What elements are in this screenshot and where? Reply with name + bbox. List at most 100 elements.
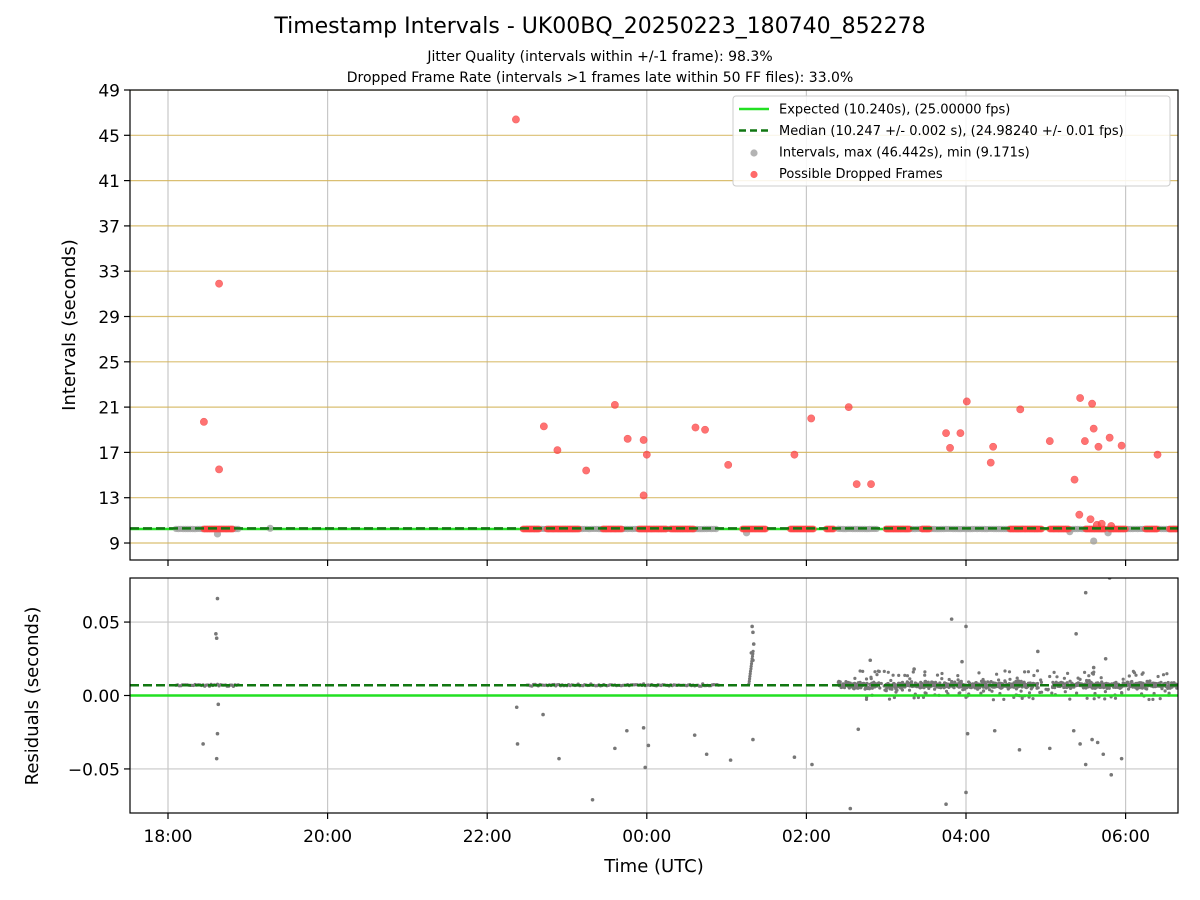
- residual-point: [1181, 678, 1184, 681]
- residual-point: [964, 790, 968, 795]
- residual-point: [625, 728, 629, 733]
- residual-point: [1193, 683, 1196, 686]
- top-ytick-label: 17: [98, 444, 120, 464]
- xtick-label: 20:00: [303, 827, 352, 847]
- dropped-frame-point: [1075, 510, 1084, 519]
- residual-point: [848, 806, 853, 811]
- residual-point: [992, 728, 997, 733]
- dropped-frame-point: [1088, 399, 1096, 408]
- dropped-frame-point: [610, 400, 619, 409]
- residual-point: [641, 726, 646, 730]
- residual-point: [897, 673, 901, 678]
- residual-point: [1187, 675, 1190, 678]
- legend-swatch-point: [750, 149, 758, 157]
- interval-point: [1090, 537, 1098, 545]
- dropped-frame-point: [1153, 450, 1162, 459]
- top-ylabel: Intervals (seconds): [59, 239, 80, 411]
- top-ytick-label: 25: [98, 353, 120, 373]
- dropped-frame-point: [946, 443, 954, 452]
- residual-point: [848, 681, 852, 685]
- xtick-label: 06:00: [1101, 827, 1150, 847]
- residual-point: [876, 669, 880, 673]
- residual-point: [933, 687, 937, 691]
- residual-point: [1066, 671, 1070, 676]
- residual-point: [1182, 684, 1185, 687]
- residual-point: [875, 673, 879, 677]
- residual-point: [1165, 672, 1169, 676]
- residuals-series: [174, 578, 1196, 811]
- dropped-frame-point: [852, 480, 861, 489]
- residual-point: [1192, 686, 1195, 689]
- residual-point: [838, 680, 842, 684]
- residual-point: [949, 617, 954, 621]
- top-axes-frame: [129, 89, 1179, 561]
- residual-point: [749, 664, 753, 668]
- residual-point: [1035, 669, 1040, 673]
- residual-point: [1166, 680, 1170, 685]
- residual-point: [1189, 686, 1192, 689]
- dropped-frame-point: [701, 425, 709, 434]
- residual-point: [1007, 670, 1012, 674]
- xtick-label: 22:00: [463, 827, 512, 847]
- dropped-frame-point: [639, 491, 648, 500]
- residual-point: [1046, 687, 1050, 691]
- residual-point: [1109, 773, 1114, 777]
- residual-point: [1039, 680, 1043, 685]
- residual-point: [643, 765, 648, 770]
- residual-point: [944, 802, 948, 806]
- legend-label: Intervals, max (46.442s), min (9.171s): [779, 146, 1030, 161]
- residual-point: [910, 680, 914, 684]
- residual-point: [900, 688, 905, 692]
- residual-point: [856, 727, 861, 732]
- residual-point: [1027, 691, 1032, 695]
- residual-point: [1003, 669, 1007, 673]
- legend-box: [732, 95, 1171, 187]
- residual-point: [1151, 681, 1155, 685]
- residual-point: [1179, 685, 1182, 688]
- residual-point: [1074, 632, 1078, 636]
- residual-point: [882, 669, 886, 674]
- dropped-frame-point: [200, 417, 208, 426]
- dropped-frame-point: [942, 429, 950, 438]
- residual-point: [1183, 688, 1186, 691]
- residual-point: [1031, 697, 1035, 701]
- dropped-frame-point: [623, 434, 632, 443]
- residual-point: [1185, 685, 1188, 688]
- dropped-frame-point: [867, 480, 875, 489]
- residual-point: [961, 688, 965, 692]
- residual-point: [1186, 686, 1189, 689]
- residual-point: [997, 678, 1001, 682]
- residual-point: [926, 680, 930, 684]
- residual-point: [1192, 684, 1195, 687]
- residual-point: [1145, 687, 1149, 691]
- interval-point: [1192, 526, 1198, 532]
- residual-point: [853, 676, 857, 681]
- residual-point: [748, 672, 752, 676]
- residual-point: [1190, 685, 1193, 688]
- residual-point: [879, 681, 883, 686]
- residual-point: [215, 731, 220, 736]
- residual-point: [989, 680, 993, 684]
- residual-point: [1099, 685, 1103, 690]
- dropped-frame-point: [1016, 405, 1025, 414]
- residual-point: [810, 762, 814, 767]
- residual-point: [923, 691, 927, 695]
- dropped-frame-point: [582, 466, 591, 475]
- dropped-frame-point: [1086, 515, 1095, 524]
- residual-point: [1009, 684, 1013, 688]
- residual-point: [911, 670, 915, 674]
- residual-point: [1078, 742, 1082, 746]
- residual-point: [912, 667, 916, 671]
- residual-point: [751, 642, 756, 646]
- chart-subtitle-dropped-rate: Dropped Frame Rate (intervals >1 frames …: [346, 70, 854, 86]
- residual-point: [999, 686, 1003, 690]
- residual-point: [908, 677, 912, 681]
- residual-point: [1069, 686, 1073, 690]
- residual-point: [1036, 649, 1040, 654]
- residual-point: [699, 684, 703, 688]
- residual-point: [1136, 686, 1140, 690]
- xtick-label: 04:00: [942, 827, 991, 847]
- dropped-frame-point: [1105, 433, 1114, 442]
- residual-point: [1047, 746, 1052, 751]
- residual-point: [877, 681, 881, 685]
